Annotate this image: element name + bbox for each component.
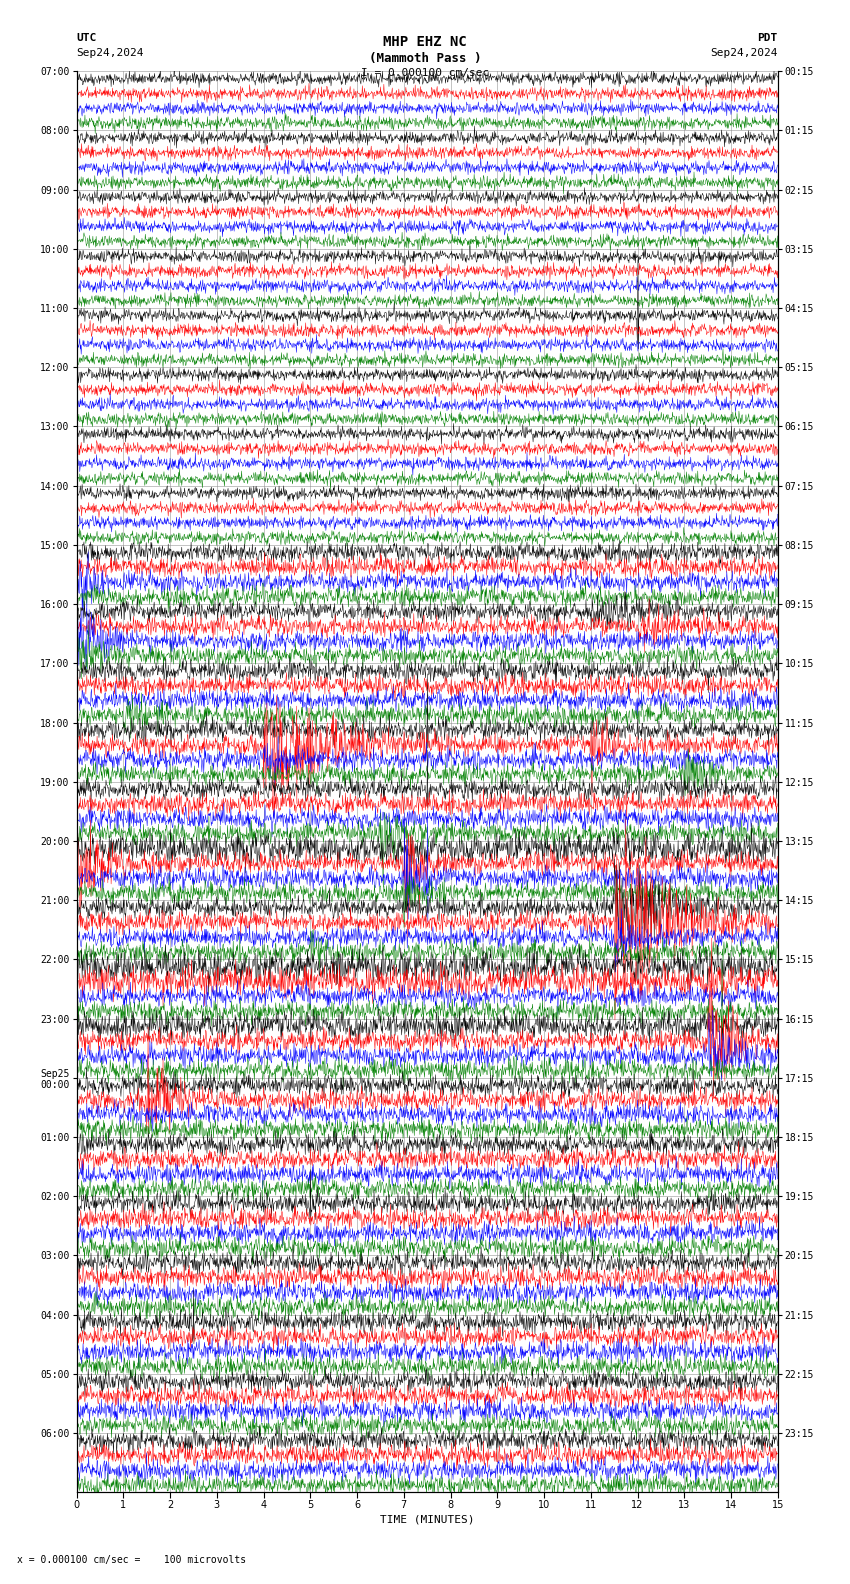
Text: x = 0.000100 cm/sec =    100 microvolts: x = 0.000100 cm/sec = 100 microvolts [17,1555,246,1565]
Text: Sep24,2024: Sep24,2024 [711,48,778,57]
Text: Sep24,2024: Sep24,2024 [76,48,144,57]
X-axis label: TIME (MINUTES): TIME (MINUTES) [380,1514,474,1525]
Text: UTC: UTC [76,33,97,43]
Text: PDT: PDT [757,33,778,43]
Text: I = 0.000100 cm/sec: I = 0.000100 cm/sec [361,68,489,78]
Text: (Mammoth Pass ): (Mammoth Pass ) [369,52,481,65]
Text: MHP EHZ NC: MHP EHZ NC [383,35,467,49]
